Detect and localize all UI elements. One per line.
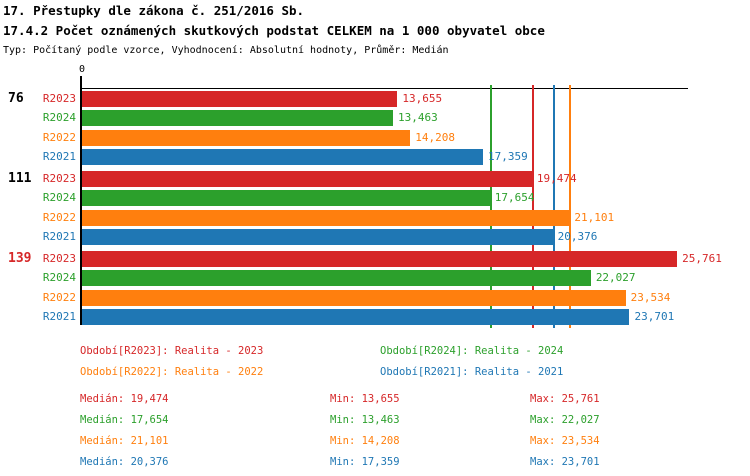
- chart-title-line1: 17. Přestupky dle zákona č. 251/2016 Sb.: [3, 3, 305, 18]
- stat-max-r2023: Max: 25,761: [530, 393, 600, 405]
- bar-value-label: 19,474: [536, 172, 577, 185]
- axis-origin-label: 0: [78, 64, 86, 75]
- bar-76-r2024: [82, 110, 393, 127]
- chart-title-line2: 17.4.2 Počet oznámených skutkových podst…: [3, 23, 545, 38]
- bar-value-label: 13,655: [402, 92, 443, 105]
- series-label-r2023: R2023: [42, 252, 76, 265]
- bar-76-r2022: [82, 129, 411, 146]
- series-label-r2024: R2024: [42, 111, 76, 125]
- bar-76-r2023: [82, 91, 398, 107]
- series-label-r2024: R2024: [42, 191, 76, 205]
- bar-value-label: 20,376: [557, 230, 598, 244]
- series-label-r2021: R2021: [42, 230, 76, 244]
- bar-value-label: 21,101: [574, 210, 615, 224]
- series-label-r2022: R2022: [42, 210, 76, 224]
- stat-median-r2021: Medián: 20,376: [80, 456, 169, 468]
- median-line-r2022: [569, 85, 572, 328]
- series-label-r2021: R2021: [42, 310, 76, 324]
- series-label-r2023: R2023: [42, 92, 76, 105]
- chart-meta-line: Typ: Počítaný podle vzorce, Vyhodnocení:…: [3, 45, 449, 56]
- stat-max-r2024: Max: 22,027: [530, 414, 600, 426]
- stat-min-r2022: Min: 14,208: [330, 435, 400, 447]
- stat-max-r2022: Max: 23,534: [530, 435, 600, 447]
- bar-chart: 0 76 R2023 13,655 R2024 13,463 R2022 14,208 R20…: [8, 64, 722, 328]
- bar-value-label: 22,027: [595, 271, 636, 285]
- series-label-r2022: R2022: [42, 290, 76, 304]
- series-label-r2022: R2022: [42, 130, 76, 144]
- bar-value-label: 23,701: [634, 310, 675, 324]
- bar-value-label: 14,208: [415, 130, 455, 144]
- bar-value-label: 17,359: [487, 150, 528, 164]
- stat-median-r2023: Medián: 19,474: [80, 393, 169, 405]
- series-label-r2021: R2021: [42, 150, 76, 164]
- x-axis-line: [80, 88, 688, 89]
- stat-min-r2021: Min: 17,359: [330, 456, 400, 468]
- legend-item-r2023: Období[R2023]: Realita - 2023: [80, 345, 264, 357]
- stat-median-r2022: Medián: 21,101: [80, 435, 169, 447]
- stat-median-r2024: Medián: 17,654: [80, 414, 169, 426]
- series-label-r2024: R2024: [42, 271, 76, 285]
- bar-111-r2022: [82, 209, 570, 226]
- legend-item-r2021: Období[R2021]: Realita - 2021: [380, 366, 564, 378]
- bar-139-r2021: [82, 309, 630, 326]
- bar-139-r2022: [82, 289, 626, 306]
- bar-value-label: 13,463: [397, 111, 438, 125]
- legend-item-r2022: Období[R2022]: Realita - 2022: [80, 366, 264, 378]
- y-axis-line: [80, 76, 82, 325]
- median-line-r2021: [552, 85, 555, 328]
- group-label-139: 139: [8, 251, 32, 266]
- bar-value-label: 23,534: [630, 290, 671, 304]
- group-label-111: 111: [8, 171, 32, 186]
- median-line-r2024: [489, 85, 492, 328]
- bar-value-label: 25,761: [682, 252, 722, 265]
- legend-item-r2024: Období[R2024]: Realita - 2024: [380, 345, 564, 357]
- bar-139-r2023: [82, 251, 678, 267]
- bar-111-r2024: [82, 190, 490, 207]
- median-line-r2023: [531, 85, 534, 328]
- bar-139-r2024: [82, 270, 591, 287]
- bar-76-r2021: [82, 149, 483, 166]
- stat-max-r2021: Max: 23,701: [530, 456, 600, 468]
- bar-value-label: 17,654: [494, 191, 535, 205]
- bar-111-r2023: [82, 171, 532, 187]
- stat-min-r2024: Min: 13,463: [330, 414, 400, 426]
- stat-min-r2023: Min: 13,655: [330, 393, 400, 405]
- group-label-76: 76: [8, 91, 24, 106]
- series-label-r2023: R2023: [42, 172, 76, 185]
- bar-111-r2021: [82, 229, 553, 246]
